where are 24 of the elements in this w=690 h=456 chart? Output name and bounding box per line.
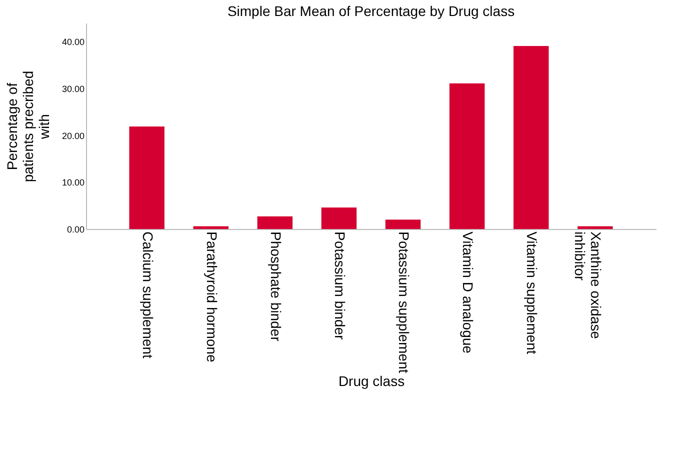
bar [257, 216, 293, 229]
x-tick-label: Potassium supplement [396, 232, 412, 374]
x-tick-label: Phosphate binder [268, 232, 284, 342]
y-tick-label: 30.00 [62, 84, 84, 94]
bar [514, 46, 549, 229]
y-tick-label: 10.00 [62, 178, 84, 188]
chart-title: Simple Bar Mean of Percentage by Drug class [227, 3, 515, 19]
x-tick-label: Vitamin supplement [524, 232, 540, 354]
y-tick-label: 0.00 [66, 224, 84, 234]
y-tick-label: 20.00 [62, 130, 84, 141]
y-tick-label: 40.00 [62, 37, 84, 48]
x-tick-label: Xanthine oxidase inhibitor [572, 232, 604, 340]
bar [385, 220, 421, 229]
x-tick-label: Vitamin D analogue [460, 232, 476, 354]
bar [578, 226, 613, 229]
bar [193, 226, 228, 229]
x-axis-title: Drug class [338, 373, 405, 390]
bar [129, 126, 164, 229]
x-tick-label: Parathyroid hormone [204, 232, 220, 362]
x-tick-label: Calcium supplement [140, 232, 156, 358]
bar [321, 207, 357, 229]
x-tick-label: Potassium binder [332, 232, 348, 340]
y-axis-title: Percentage of patients precribed with [4, 70, 52, 182]
bar [449, 83, 485, 229]
